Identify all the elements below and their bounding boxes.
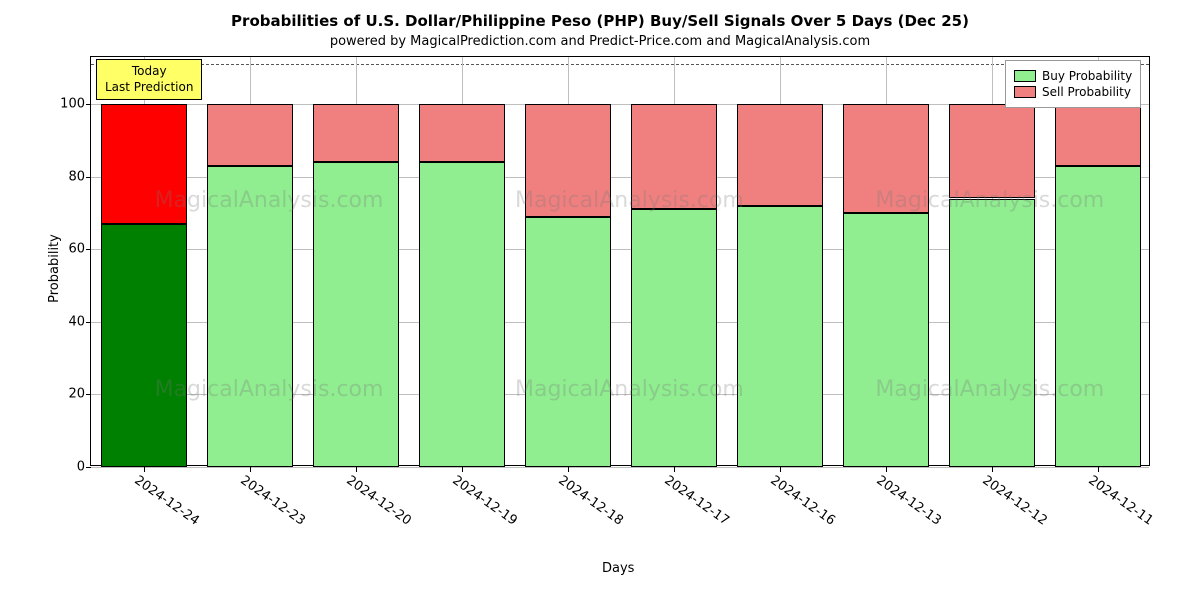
x-tick-label: 2024-12-13: [873, 473, 944, 529]
x-tick-label: 2024-12-11: [1085, 473, 1156, 529]
y-tick-label: 40: [68, 314, 85, 329]
bar-buy: [419, 162, 506, 467]
x-tick-mark: [992, 467, 993, 472]
legend: Buy Probability Sell Probability: [1005, 60, 1141, 108]
bar-sell: [631, 104, 718, 209]
y-tick-label: 100: [60, 97, 85, 112]
x-tick-label: 2024-12-23: [237, 473, 308, 529]
y-axis-label: Probability: [47, 234, 62, 303]
x-tick-mark: [568, 467, 569, 472]
bar-buy: [101, 224, 188, 467]
x-tick-mark: [886, 467, 887, 472]
x-tick-label: 2024-12-16: [767, 473, 838, 529]
chart-subtitle: powered by MagicalPrediction.com and Pre…: [0, 30, 1200, 49]
y-tick-mark: [86, 177, 91, 178]
y-tick-mark: [86, 394, 91, 395]
bar-sell: [1055, 104, 1142, 166]
legend-swatch: [1014, 70, 1036, 82]
x-tick-mark: [674, 467, 675, 472]
bar-sell: [313, 104, 400, 162]
legend-label: Sell Probability: [1042, 85, 1131, 99]
x-tick-mark: [780, 467, 781, 472]
bar-buy: [631, 209, 718, 467]
x-tick-label: 2024-12-17: [661, 473, 732, 529]
y-tick-label: 60: [68, 242, 85, 257]
y-tick-label: 0: [77, 460, 85, 475]
chart-title: Probabilities of U.S. Dollar/Philippine …: [0, 0, 1200, 30]
bar-sell: [207, 104, 294, 166]
bar-buy: [525, 217, 612, 467]
x-tick-label: 2024-12-12: [979, 473, 1050, 529]
x-tick-mark: [356, 467, 357, 472]
x-tick-label: 2024-12-18: [555, 473, 626, 529]
legend-item: Buy Probability: [1014, 69, 1132, 83]
bar-sell: [949, 104, 1036, 198]
x-tick-label: 2024-12-19: [449, 473, 520, 529]
y-tick-label: 80: [68, 169, 85, 184]
bar-buy: [313, 162, 400, 467]
x-tick-label: 2024-12-24: [131, 473, 202, 529]
today-annotation-line: Last Prediction: [105, 80, 193, 96]
bar-buy: [843, 213, 930, 467]
bar-sell: [737, 104, 824, 206]
y-tick-label: 20: [68, 387, 85, 402]
bar-buy: [737, 206, 824, 467]
bar-buy: [1055, 166, 1142, 467]
bar-sell: [419, 104, 506, 162]
bar-sell: [525, 104, 612, 216]
x-tick-mark: [462, 467, 463, 472]
x-tick-label: 2024-12-20: [343, 473, 414, 529]
x-tick-mark: [250, 467, 251, 472]
bar-buy: [207, 166, 294, 467]
legend-swatch: [1014, 86, 1036, 98]
legend-label: Buy Probability: [1042, 69, 1132, 83]
y-tick-mark: [86, 322, 91, 323]
bar-sell: [843, 104, 930, 213]
x-tick-mark: [1098, 467, 1099, 472]
legend-item: Sell Probability: [1014, 85, 1132, 99]
x-tick-mark: [144, 467, 145, 472]
today-annotation-line: Today: [105, 64, 193, 80]
y-tick-mark: [86, 467, 91, 468]
y-tick-mark: [86, 249, 91, 250]
bar-buy: [949, 199, 1036, 467]
x-axis-label: Days: [602, 561, 634, 576]
y-tick-mark: [86, 104, 91, 105]
plot-area: 0204060801002024-12-242024-12-232024-12-…: [90, 56, 1150, 466]
today-annotation: TodayLast Prediction: [96, 59, 202, 100]
bar-sell: [101, 104, 188, 224]
